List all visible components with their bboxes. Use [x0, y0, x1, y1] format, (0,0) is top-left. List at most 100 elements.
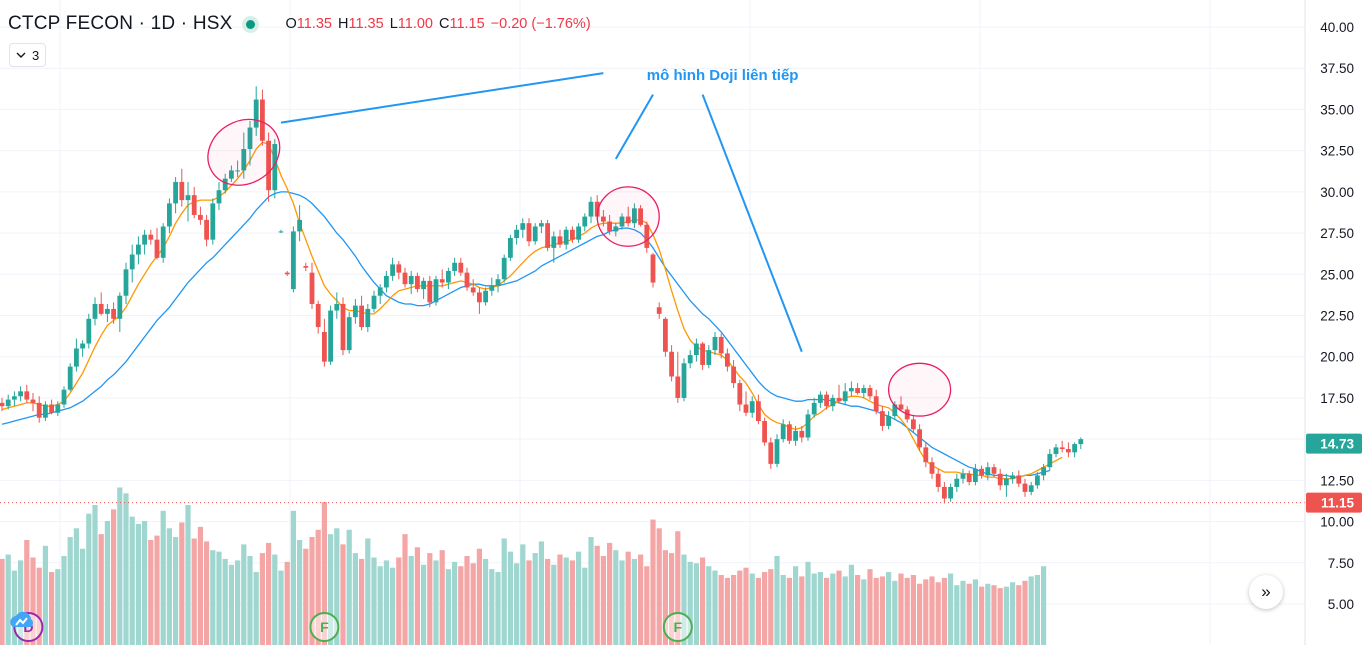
candle-body	[396, 264, 402, 273]
candle-body	[973, 468, 978, 483]
volume-bar	[718, 574, 724, 645]
volume-bar	[179, 522, 185, 645]
candle-body	[1059, 447, 1065, 450]
volume-bar	[216, 551, 222, 645]
volume-bar	[569, 560, 575, 645]
volume-bar	[755, 577, 761, 645]
volume-bar	[650, 519, 656, 645]
candle-body	[80, 343, 85, 349]
volume-bar	[693, 563, 699, 645]
candlesticks	[0, 86, 1305, 504]
volume-bar	[563, 557, 569, 645]
volume-bar	[235, 560, 241, 645]
volume-bar	[129, 516, 135, 645]
candle-body	[855, 388, 860, 393]
candle-body	[849, 388, 854, 392]
volume-bar	[551, 564, 557, 645]
candle-body	[1010, 475, 1015, 479]
candle-body	[334, 303, 340, 311]
volume-bar	[526, 560, 532, 645]
low-value: 11.00	[397, 16, 433, 32]
candle-body	[98, 303, 104, 314]
candle-body	[74, 348, 79, 367]
candle-body	[284, 272, 290, 275]
symbol-title[interactable]: CTCP FECON · 1D · HSX	[8, 13, 233, 34]
candle-body	[198, 214, 203, 220]
volume-bar	[538, 541, 544, 645]
volume-bar	[191, 538, 197, 645]
candle-body	[489, 285, 495, 291]
price-tick-label: 30.00	[1320, 185, 1354, 200]
price-tick-label: 20.00	[1320, 350, 1354, 365]
candle-body	[377, 287, 383, 296]
volume-bar	[867, 569, 873, 645]
volume-bar	[824, 577, 830, 645]
candle-body	[111, 308, 116, 319]
volume-bar	[830, 573, 836, 645]
volume-bar	[545, 558, 551, 645]
candle-body	[942, 486, 947, 499]
scroll-to-realtime-button[interactable]: »	[1249, 575, 1283, 609]
volume-bar	[160, 510, 166, 645]
candle-body	[669, 351, 674, 377]
volume-bar	[904, 577, 910, 645]
candle-body	[315, 303, 321, 328]
candle-body	[619, 216, 625, 227]
candle-body	[142, 234, 147, 245]
volume-bar	[662, 550, 668, 645]
volume-bar	[979, 586, 985, 645]
candle-body	[0, 402, 5, 407]
candle-body	[576, 226, 581, 240]
candle-body	[154, 239, 160, 258]
price-tick-label: 7.50	[1328, 556, 1354, 571]
annotation-line	[701, 94, 803, 353]
doji-ellipse	[887, 362, 952, 417]
volume-bar	[1022, 580, 1028, 645]
event-marker-letter: F	[674, 619, 683, 635]
volume-bar	[117, 487, 123, 645]
volume-bar	[681, 554, 687, 645]
candle-body	[731, 366, 736, 384]
volume-bar	[154, 535, 160, 645]
candle-body	[359, 305, 364, 328]
volume-bar	[452, 561, 458, 645]
volume-bar	[514, 563, 520, 645]
indicators-toggle-button[interactable]: 3	[9, 43, 47, 67]
volume-bar	[284, 561, 290, 645]
candle-body	[737, 383, 743, 405]
volume-bar	[259, 553, 265, 645]
candle-body	[880, 411, 885, 426]
candle-body	[644, 224, 650, 248]
volume-bar	[476, 548, 482, 645]
candle-body	[923, 447, 929, 463]
candle-body	[222, 178, 228, 191]
candle-body	[966, 473, 972, 483]
candle-body	[266, 140, 271, 191]
price-axis[interactable]: 40.00 37.50 35.00 32.50 30.00 27.50 25.00 22.50…	[1304, 0, 1366, 645]
candle-body	[439, 279, 445, 283]
volume-bar	[359, 558, 365, 645]
price-tick-label: 10.00	[1320, 515, 1354, 530]
candle-body	[5, 399, 11, 407]
volume-bar	[340, 544, 346, 645]
annotation-label: mô hình Doji liên tiếp	[647, 67, 799, 84]
volume-bar	[675, 531, 681, 645]
market-status-icon[interactable]	[242, 15, 260, 33]
volume-bar	[73, 528, 79, 645]
candle-body	[514, 229, 519, 239]
candle-body	[787, 424, 792, 441]
volume-bar	[892, 580, 898, 645]
volume-bar	[731, 574, 737, 645]
drawings[interactable]: mô hình Doji liên tiếp	[196, 67, 952, 417]
volume-bar	[309, 537, 315, 645]
volume-bar	[836, 570, 842, 645]
candle-body	[1066, 449, 1071, 453]
candle-body	[805, 414, 811, 438]
candle-body	[830, 397, 836, 407]
broker-logo[interactable]	[4, 605, 38, 639]
volume-bar	[421, 564, 427, 645]
change-value: −0.20 (−1.76%)	[490, 16, 591, 32]
volume-bar	[793, 566, 799, 645]
candle-body	[260, 99, 265, 141]
